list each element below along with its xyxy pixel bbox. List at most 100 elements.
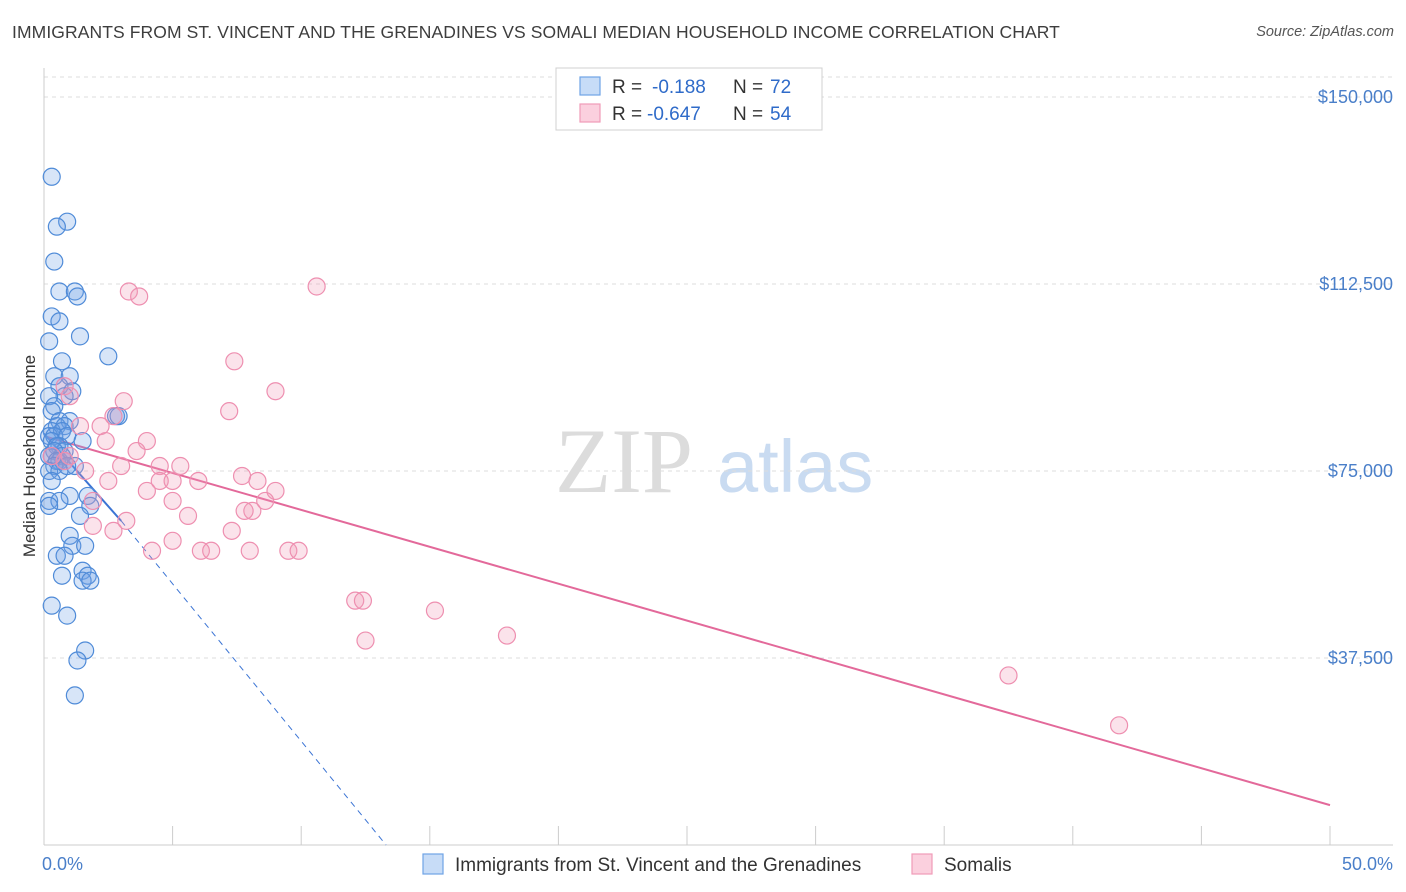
x-tick-labels: 0.0% 50.0% <box>42 854 1393 874</box>
point-pink <box>112 456 131 476</box>
point-pink <box>76 461 95 481</box>
point-blue <box>63 536 82 555</box>
point-pink <box>240 541 259 560</box>
point-blue <box>73 561 92 580</box>
point-pink <box>1109 716 1129 735</box>
point-pink <box>55 377 74 396</box>
point-pink <box>119 282 138 301</box>
point-pink <box>150 456 169 476</box>
point-pink <box>96 431 115 451</box>
point-blue <box>52 446 72 466</box>
point-blue <box>58 212 77 231</box>
point-blue <box>50 312 69 331</box>
legend-swatch-blue <box>579 76 601 96</box>
stats-legend: R = -0.188 N = 72 R = -0.647 N = 54 <box>555 67 823 131</box>
series-legend: Immigrants from St. Vincent and the Gren… <box>422 853 1012 876</box>
point-blue <box>60 486 79 506</box>
bottom-legend-label-blue: Immigrants from St. Vincent and the Gren… <box>455 855 861 876</box>
legend-n-value-blue: 72 <box>770 77 791 98</box>
point-pink <box>178 506 198 525</box>
point-blue <box>99 347 118 366</box>
point-pink <box>243 501 262 520</box>
point-pink <box>104 407 123 426</box>
point-blue <box>73 571 92 590</box>
legend-r-value-blue: -0.188 <box>652 77 706 98</box>
point-pink <box>163 531 182 550</box>
point-pink <box>266 382 285 401</box>
point-blue <box>65 686 84 705</box>
point-pink <box>163 471 182 491</box>
point-pink <box>999 666 1018 685</box>
point-pink <box>202 541 221 560</box>
point-pink <box>353 591 373 610</box>
y-tick-label: $112,500 <box>1319 274 1393 294</box>
point-pink <box>171 456 190 476</box>
point-blue <box>40 491 59 511</box>
point-pink <box>356 631 375 650</box>
legend-r-label-blue: R = <box>612 77 642 98</box>
bottom-legend-swatch-pink <box>911 853 933 875</box>
point-pink <box>117 511 136 530</box>
point-pink <box>225 352 244 371</box>
point-blue <box>42 596 61 615</box>
trend-line-pink <box>43 435 1331 807</box>
point-blue <box>58 606 77 625</box>
point-blue <box>68 287 87 306</box>
y-tick-label: $150,000 <box>1318 87 1393 107</box>
x-tick-label: 0.0% <box>42 854 83 874</box>
legend-r-label-pink: R = <box>612 104 642 125</box>
point-pink <box>222 521 241 540</box>
watermark-atlas: atlas <box>717 425 873 508</box>
point-pink <box>130 287 149 306</box>
point-blue <box>47 546 66 565</box>
point-pink <box>83 491 102 511</box>
point-pink <box>70 417 90 436</box>
point-pink <box>99 471 118 491</box>
point-blue <box>40 332 59 351</box>
point-blue <box>76 536 95 555</box>
point-blue <box>50 491 69 511</box>
y-tick-label: $37,500 <box>1328 648 1393 668</box>
chart-title: IMMIGRANTS FROM ST. VINCENT AND THE GREN… <box>12 22 1060 42</box>
point-pink <box>142 541 162 560</box>
point-pink <box>83 516 102 535</box>
point-blue <box>40 387 59 406</box>
point-pink <box>220 402 239 421</box>
gridlines <box>44 76 1393 659</box>
point-blue <box>76 641 95 660</box>
point-blue <box>55 546 74 565</box>
bottom-legend-swatch-blue <box>422 853 444 875</box>
point-pink <box>497 626 517 645</box>
point-pink <box>60 446 79 466</box>
point-pink <box>104 521 123 540</box>
point-pink <box>60 387 79 406</box>
point-pink <box>425 601 445 620</box>
point-pink <box>137 481 156 501</box>
point-pink <box>150 471 169 491</box>
point-blue <box>52 566 72 585</box>
point-blue <box>40 496 59 516</box>
point-blue <box>42 167 61 186</box>
point-pink <box>191 541 210 560</box>
legend-n-label-pink: N = <box>733 104 763 125</box>
y-axis-title: Median Household Income <box>20 355 39 557</box>
y-tick-label: $75,000 <box>1328 461 1393 481</box>
point-blue <box>70 327 90 346</box>
point-blue <box>65 456 84 476</box>
point-blue <box>65 282 84 301</box>
point-blue <box>78 566 97 585</box>
point-pink <box>279 541 298 560</box>
legend-swatch-pink <box>579 103 601 123</box>
legend-n-value-pink: 54 <box>770 104 792 125</box>
y-tick-labels: $37,500 $75,000 $112,500 $150,000 <box>1318 87 1393 668</box>
point-pink <box>256 491 275 511</box>
point-pink <box>127 441 146 461</box>
watermark-zip: ZIP <box>555 410 693 512</box>
point-blue <box>50 282 69 301</box>
point-blue <box>81 571 100 590</box>
trend-line-blue-extension <box>120 520 387 846</box>
legend-r-value-pink: -0.647 <box>647 104 701 125</box>
point-blue <box>68 651 87 670</box>
point-pink <box>289 541 308 560</box>
